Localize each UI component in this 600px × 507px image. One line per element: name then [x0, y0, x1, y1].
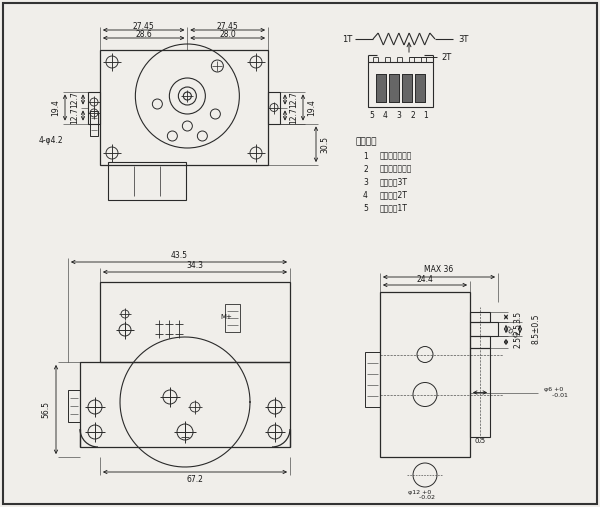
Bar: [415, 74, 425, 102]
Text: 0.5: 0.5: [475, 438, 485, 444]
Bar: [268, 91, 280, 124]
Text: 19.4: 19.4: [52, 99, 61, 116]
Bar: [225, 304, 240, 332]
Text: 端子番号: 端子番号: [355, 137, 377, 147]
Text: 67.2: 67.2: [187, 475, 203, 484]
Text: φ6 +0
    -0.01: φ6 +0 -0.01: [544, 387, 568, 398]
Bar: [80, 362, 290, 447]
Bar: [108, 162, 186, 200]
Text: センサー1T: センサー1T: [380, 203, 408, 212]
Text: 12.7: 12.7: [71, 91, 80, 108]
Text: φ12 +0
       -0.02: φ12 +0 -0.02: [405, 490, 435, 500]
Text: モーター－電源: モーター－電源: [380, 164, 412, 173]
Text: 12.7: 12.7: [71, 107, 80, 124]
Text: 4: 4: [363, 191, 368, 199]
Bar: [376, 74, 386, 102]
Bar: [90, 111, 98, 136]
Bar: [389, 74, 399, 102]
Text: 2: 2: [363, 164, 368, 173]
Text: C0.5: C0.5: [503, 325, 519, 340]
Text: 2T: 2T: [442, 53, 452, 61]
Bar: [68, 390, 80, 422]
Bar: [402, 74, 412, 102]
Text: 8.5±0.5: 8.5±0.5: [532, 314, 541, 344]
Bar: [100, 282, 290, 362]
Text: センサー2T: センサー2T: [380, 191, 408, 199]
Text: MAX 36: MAX 36: [424, 266, 454, 274]
Text: 1T: 1T: [342, 34, 352, 44]
Text: 3: 3: [397, 111, 401, 120]
Text: 56.5: 56.5: [41, 401, 50, 418]
Bar: [470, 348, 490, 437]
Text: 12.7: 12.7: [290, 107, 299, 124]
Bar: [402, 74, 412, 102]
Bar: [368, 62, 433, 107]
Text: 1: 1: [424, 111, 428, 120]
Text: 3: 3: [363, 177, 368, 187]
Bar: [389, 74, 399, 102]
Bar: [380, 292, 470, 457]
Text: M+: M+: [220, 314, 232, 320]
Bar: [415, 74, 425, 102]
Text: 1: 1: [363, 152, 368, 161]
Text: 43.5: 43.5: [170, 251, 188, 261]
Text: 2.5: 2.5: [514, 323, 523, 335]
Text: 28.0: 28.0: [220, 29, 236, 39]
Text: 27.45: 27.45: [217, 21, 239, 30]
Text: 30.5: 30.5: [320, 136, 329, 153]
Text: 4-φ4.2: 4-φ4.2: [38, 135, 63, 144]
Bar: [470, 312, 490, 322]
Text: 34.3: 34.3: [187, 262, 203, 271]
Bar: [470, 322, 498, 336]
Text: 4: 4: [383, 111, 388, 120]
Bar: [470, 336, 490, 348]
Bar: [365, 352, 380, 407]
Text: 12.7: 12.7: [290, 91, 299, 108]
Text: 27.45: 27.45: [133, 21, 155, 30]
Text: 5: 5: [363, 203, 368, 212]
Bar: [88, 91, 100, 124]
Text: モーター＋電源: モーター＋電源: [380, 152, 412, 161]
Text: 2.5: 2.5: [514, 336, 523, 348]
Text: 19.4: 19.4: [308, 99, 317, 116]
Bar: [376, 74, 386, 102]
Text: 2: 2: [410, 111, 415, 120]
Bar: [100, 50, 268, 165]
Text: 5: 5: [370, 111, 374, 120]
Text: センサー3T: センサー3T: [380, 177, 408, 187]
Text: 3T: 3T: [458, 34, 468, 44]
Text: 28.6: 28.6: [136, 29, 152, 39]
Text: 3.5: 3.5: [514, 311, 523, 323]
Text: 24.4: 24.4: [416, 274, 433, 283]
